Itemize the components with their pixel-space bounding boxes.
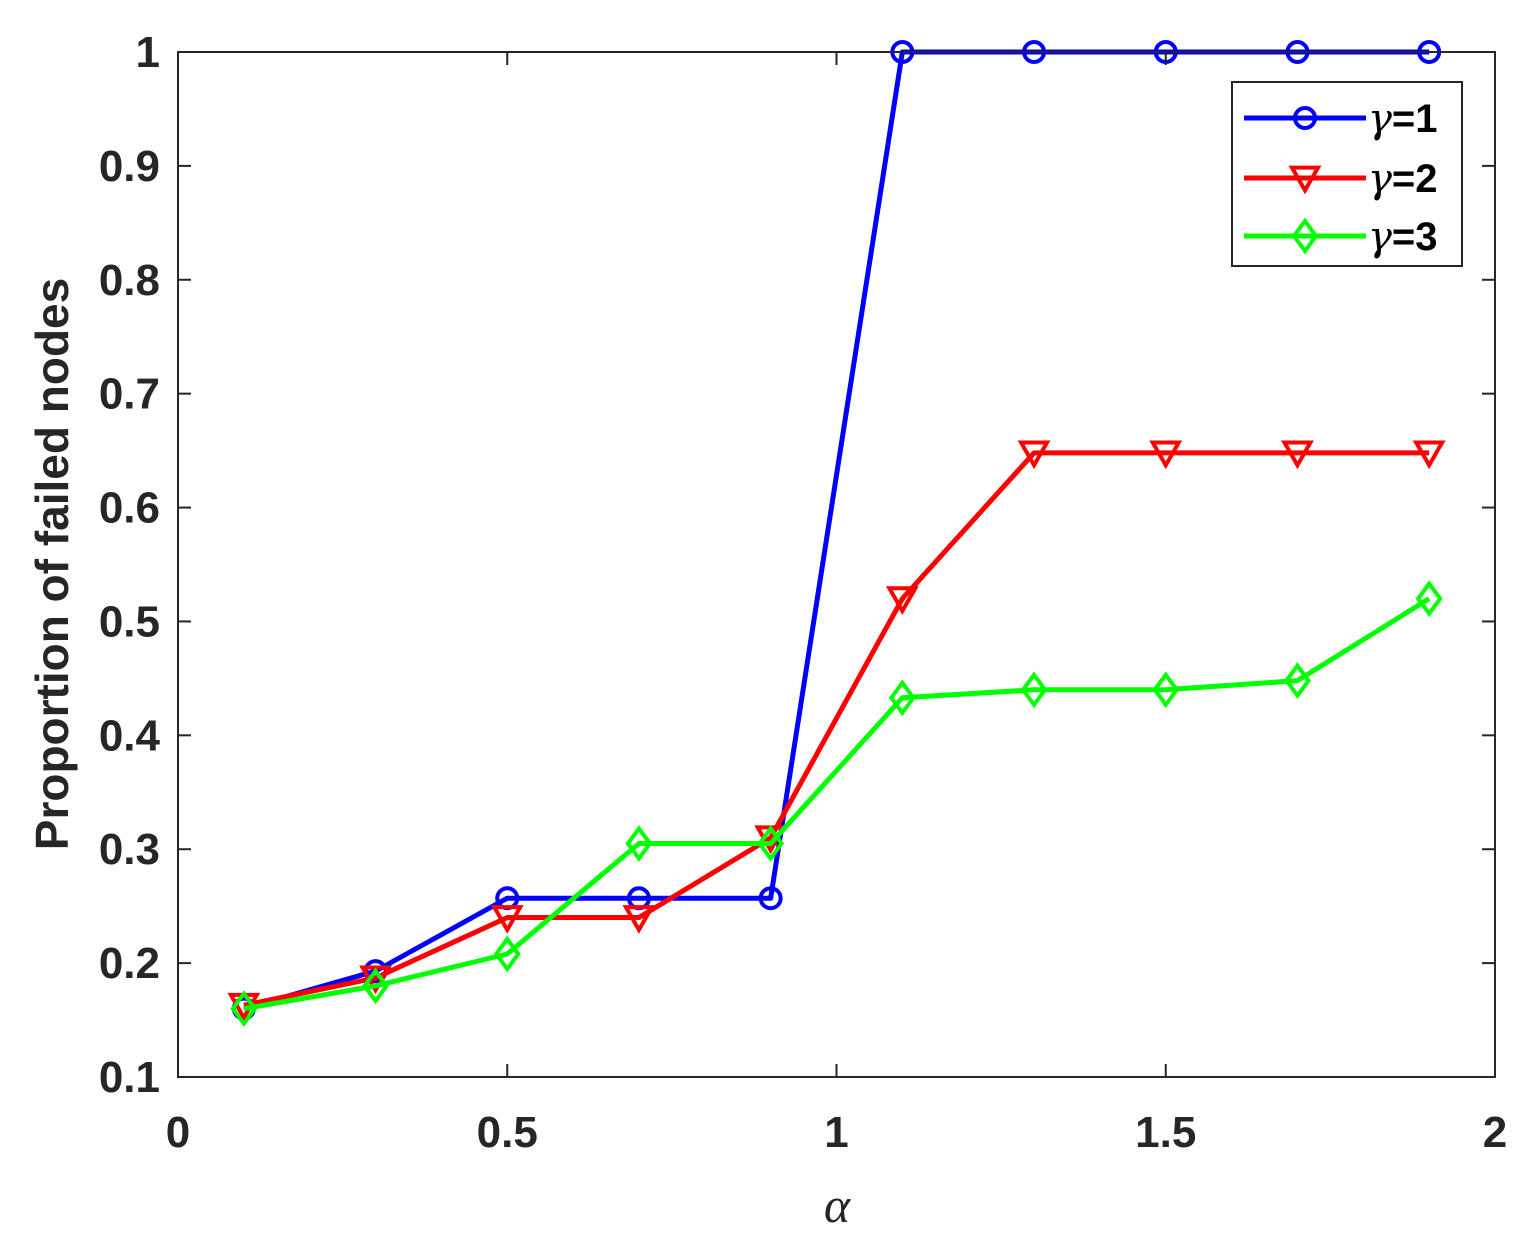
data-point — [230, 990, 258, 1028]
legend-entry-2: γ=2 — [1244, 156, 1438, 202]
y-tick-label: 0.8 — [99, 256, 160, 305]
data-point — [1017, 440, 1051, 470]
ticks-layer — [177, 51, 1496, 1078]
legend-label: γ=3 — [1368, 214, 1438, 260]
data-point — [493, 935, 521, 973]
y-tick-label: 0.3 — [99, 825, 160, 874]
series-3 — [230, 580, 1443, 1028]
y-tick-label: 0.2 — [99, 939, 160, 988]
data-point — [362, 967, 390, 1005]
y-tick-label: 1 — [136, 28, 160, 77]
data-point — [885, 586, 919, 616]
x-tick-label: 0.5 — [477, 1108, 538, 1157]
y-tick-label: 0.9 — [99, 142, 160, 191]
data-point — [1283, 662, 1311, 700]
x-tick-label: 1 — [824, 1108, 848, 1157]
series-line — [243, 450, 1430, 1008]
legend-marker — [1288, 165, 1322, 195]
data-point — [1281, 440, 1314, 470]
x-tick-label: 1.5 — [1135, 1108, 1196, 1157]
legend-entry-3: γ=3 — [1244, 214, 1438, 260]
legend-symbol: γ — [1368, 156, 1392, 202]
data-point — [1152, 671, 1180, 709]
data-point — [1412, 440, 1446, 470]
y-axis-label: Proportion of failed nodes — [26, 278, 78, 850]
x-tick-label: 0 — [166, 1108, 190, 1157]
data-point — [625, 825, 653, 862]
legend-entry-1: γ=1 — [1244, 96, 1438, 142]
x-tick-labels: 0 0.5 1 1.5 2 — [166, 1108, 1507, 1157]
legend-symbol: γ — [1368, 214, 1392, 260]
legend-label: γ=2 — [1368, 156, 1438, 202]
legend: γ=1γ=2γ=3 — [1231, 81, 1463, 267]
data-point — [490, 905, 524, 934]
data-point — [1415, 580, 1443, 618]
data-point — [1020, 671, 1048, 709]
data-point — [758, 886, 783, 911]
y-tick-label: 0.4 — [99, 711, 161, 760]
legend-symbol: γ — [1368, 96, 1392, 142]
legend-value: =3 — [1392, 215, 1438, 259]
data-point — [888, 679, 916, 717]
x-axis-label: α — [824, 1177, 852, 1233]
legend-label: γ=1 — [1368, 96, 1438, 142]
data-point — [757, 825, 785, 862]
data-point — [622, 905, 656, 934]
legend-value: =1 — [1392, 97, 1438, 141]
y-tick-labels: 0.1 0.2 0.3 0.4 0.5 0.6 0.7 0.8 0.9 1 — [99, 28, 161, 1102]
y-tick-label: 0.1 — [99, 1053, 160, 1102]
data-point — [1149, 440, 1183, 470]
legend-entries: γ=1γ=2γ=3 — [1244, 96, 1438, 260]
y-tick-label: 0.5 — [99, 597, 160, 646]
x-tick-label: 2 — [1483, 1108, 1507, 1157]
y-tick-label: 0.7 — [99, 370, 160, 419]
series-line — [243, 596, 1431, 1012]
legend-marker — [1293, 106, 1317, 130]
legend-marker — [1291, 217, 1319, 255]
legend-value: =2 — [1392, 157, 1438, 201]
y-tick-label: 0.6 — [99, 484, 160, 533]
